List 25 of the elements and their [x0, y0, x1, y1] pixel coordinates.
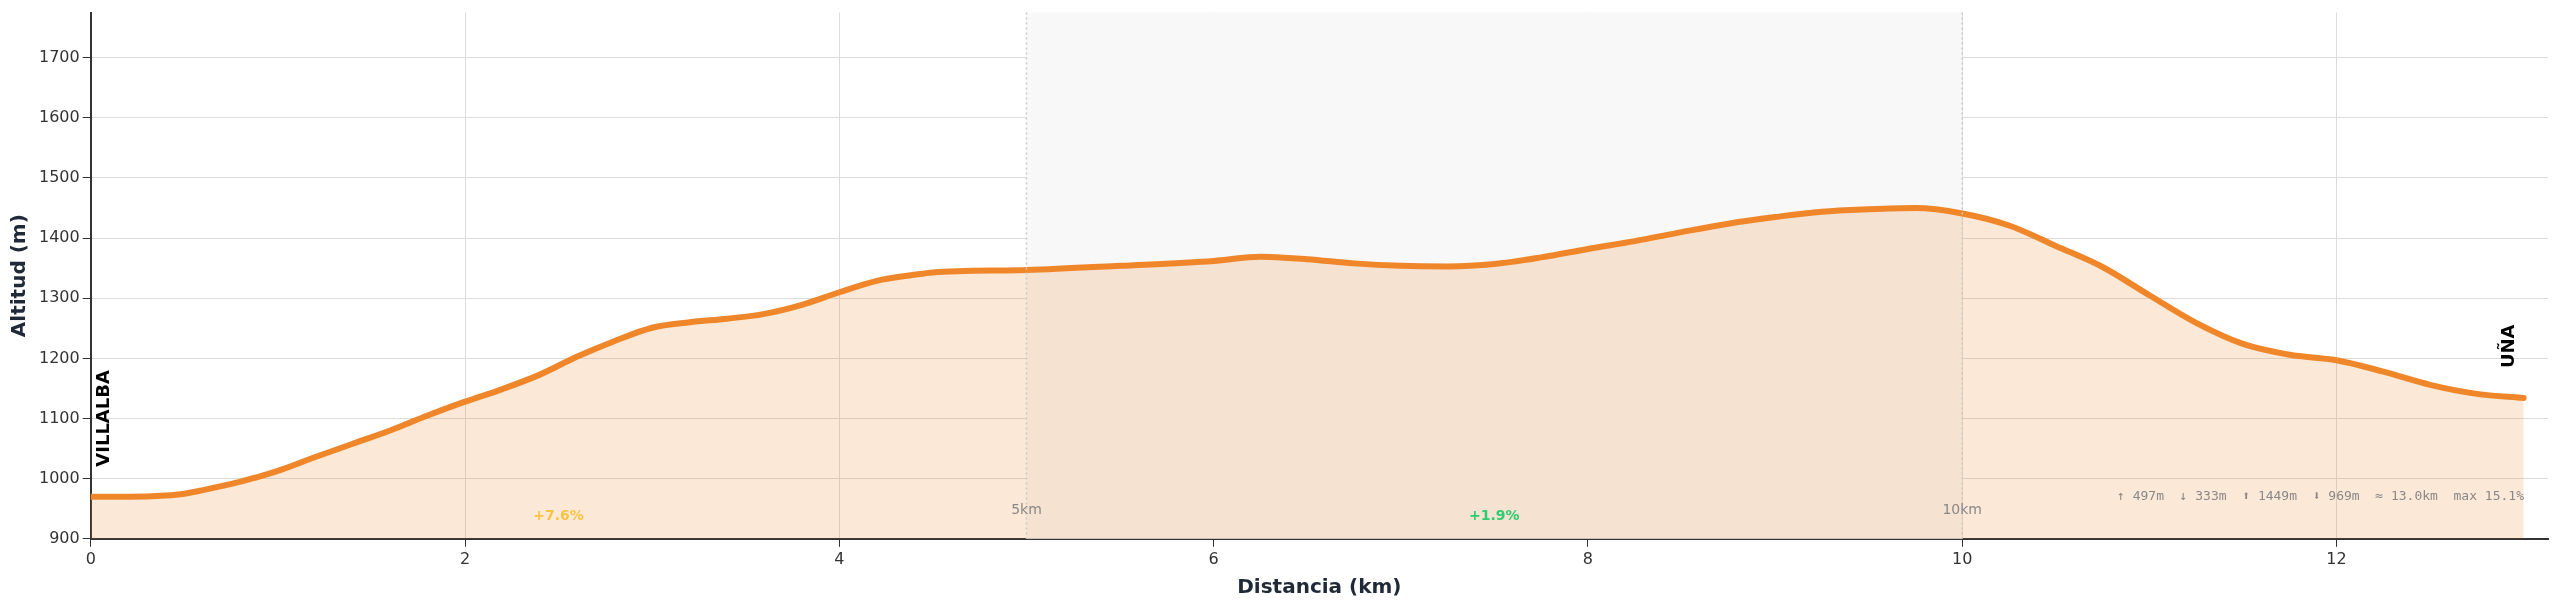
x-tick-label: 12: [2326, 548, 2347, 568]
x-axis-title: Distancia (km): [1237, 574, 1402, 599]
x-tick-label: 6: [1208, 548, 1219, 568]
y-tick-label: 1600: [39, 107, 80, 126]
y-tick-label: 1200: [39, 347, 80, 367]
ref-line-label: 10km: [1942, 501, 1982, 518]
y-tick-label: 1700: [39, 46, 80, 66]
annotation: VILLALBA: [92, 370, 114, 467]
annotation: UÑA: [2496, 324, 2519, 369]
y-axis-title: Altitud (m): [6, 214, 31, 338]
y-tick-label: 1100: [39, 407, 80, 427]
annotation: +7.6%: [533, 507, 584, 524]
ref-line-label: 5km: [1011, 501, 1042, 518]
x-tick-label: 8: [1582, 548, 1594, 568]
y-tick-label: 900: [49, 527, 80, 547]
annotation: +1.9%: [1469, 507, 1520, 524]
y-tick-label: 1400: [39, 227, 80, 247]
y-tick-label: 1000: [39, 467, 80, 487]
annotation: ↑ 497m ↓ 333m ⬆ 1449m ⬇ 969m ≈ 13.0km max 15.1%: [2117, 488, 2525, 504]
x-tick-label: 10: [1952, 548, 1973, 568]
y-tick-label: 1500: [39, 167, 80, 187]
x-tick-label: 2: [459, 548, 471, 568]
x-tick-label: 0: [85, 548, 96, 568]
x-tick-label: 4: [834, 548, 845, 568]
y-tick-label: 1300: [39, 287, 80, 307]
